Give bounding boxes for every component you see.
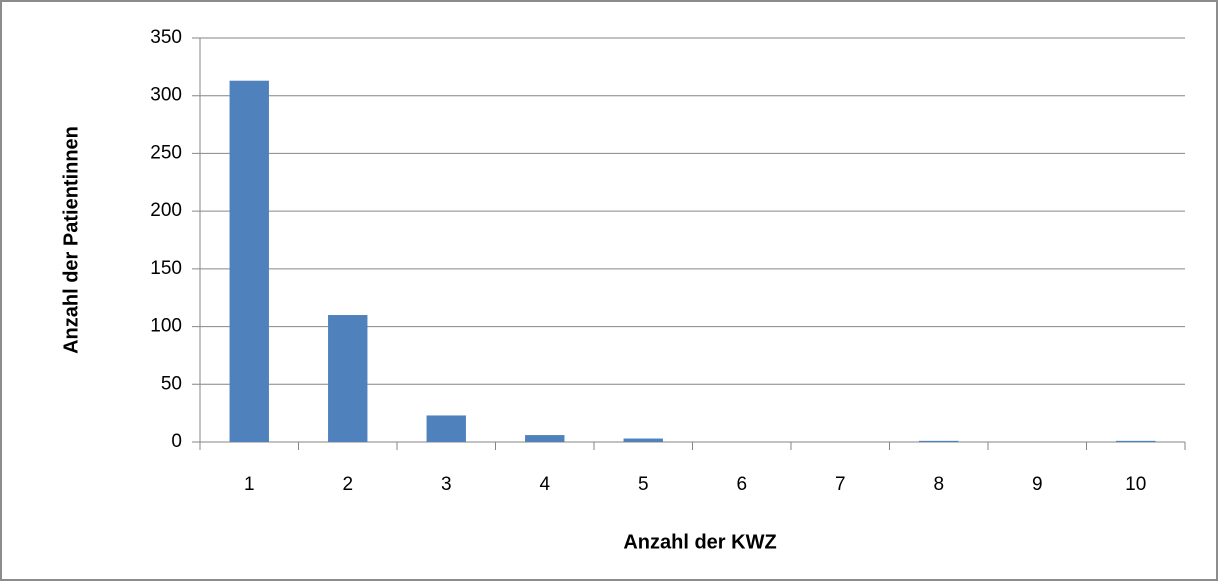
x-tick-label: 10 — [1125, 474, 1146, 495]
x-tick-label: 6 — [736, 474, 747, 495]
x-tick-label: 8 — [933, 474, 944, 495]
y-tick-label: 200 — [150, 200, 182, 221]
y-tick-label: 250 — [150, 142, 182, 163]
x-tick-label: 4 — [539, 474, 550, 495]
x-tick-label: 9 — [1032, 474, 1043, 495]
x-tick-label: 1 — [244, 474, 255, 495]
y-tick-label: 350 — [150, 27, 182, 48]
bar — [525, 435, 565, 442]
x-axis-title: Anzahl der KWZ — [623, 531, 776, 553]
y-tick-label: 0 — [171, 431, 182, 452]
y-tick-label: 100 — [150, 316, 182, 337]
y-tick-label: 300 — [150, 85, 182, 106]
bar — [1116, 440, 1156, 442]
x-tick-label: 5 — [638, 474, 649, 495]
y-tick-label: 50 — [161, 373, 182, 394]
bar — [328, 315, 368, 442]
y-tick-label: 150 — [150, 258, 182, 279]
bar — [229, 80, 269, 443]
bar — [426, 415, 466, 442]
bar — [623, 438, 663, 442]
x-tick-label: 7 — [835, 474, 846, 495]
y-axis-title: Anzahl der Patientinnen — [60, 126, 82, 354]
bar — [919, 440, 959, 442]
x-tick-label: 3 — [441, 474, 452, 495]
x-tick-label: 2 — [342, 474, 353, 495]
